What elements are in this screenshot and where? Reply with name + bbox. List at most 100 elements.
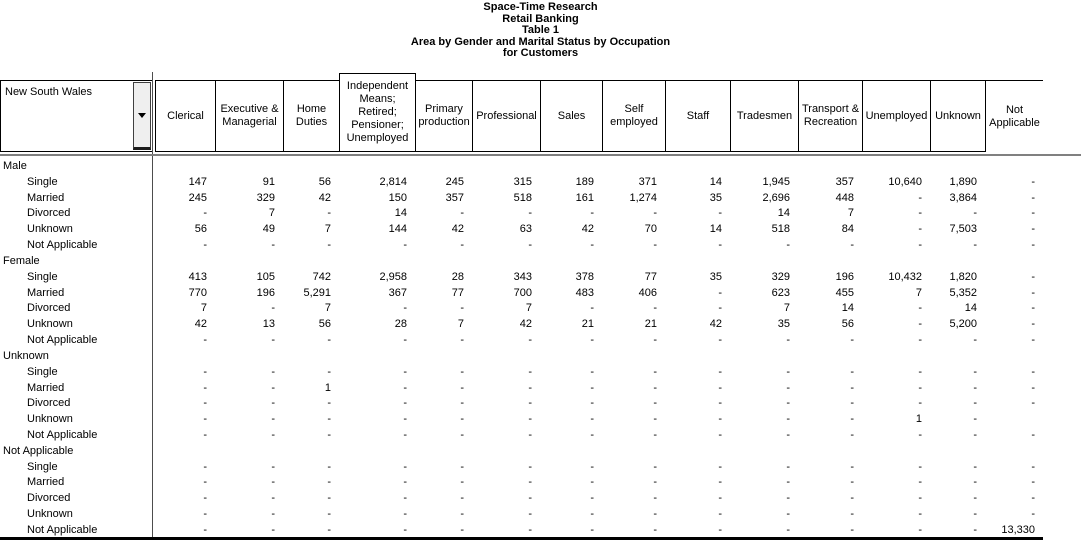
data-cell: - (973, 460, 977, 473)
data-cell: - (327, 523, 331, 536)
data-cell: - (590, 413, 594, 426)
area-selector-value[interactable]: New South Wales (5, 86, 93, 98)
column-header-unemployed[interactable]: Unemployed (862, 80, 931, 152)
data-cell: - (403, 476, 407, 489)
column-header-self-employed[interactable]: Self employed (602, 80, 666, 152)
row-label-unknown[interactable]: Unknown (27, 413, 73, 426)
row-label-not-applicable[interactable]: Not Applicable (27, 523, 98, 536)
data-cell: - (718, 508, 722, 521)
data-cell: - (1031, 334, 1035, 347)
column-header-primary-production[interactable]: Primary production (415, 80, 473, 152)
data-cell: - (850, 413, 854, 426)
data-cell: 329 (771, 270, 790, 283)
group-label-unknown[interactable]: Unknown (3, 349, 49, 362)
data-cell: - (327, 428, 331, 441)
data-cell: - (918, 191, 922, 204)
data-cell: 770 (188, 286, 207, 299)
row-label-single[interactable]: Single (27, 365, 58, 378)
row-label-single[interactable]: Single (27, 270, 58, 283)
data-cell: - (203, 207, 207, 220)
data-cell: 42 (451, 223, 464, 236)
data-cell: - (460, 508, 464, 521)
data-cell: - (403, 508, 407, 521)
data-cell: - (460, 492, 464, 505)
data-cell: - (528, 381, 532, 394)
data-cell: 7 (457, 318, 464, 331)
data-cell: 42 (318, 191, 331, 204)
data-cell: 21 (581, 318, 594, 331)
column-header-executive-managerial[interactable]: Executive & Managerial (215, 80, 284, 152)
group-label-female[interactable]: Female (3, 254, 40, 267)
group-label-male[interactable]: Male (3, 159, 27, 172)
data-cell: - (718, 334, 722, 347)
row-label-not-applicable[interactable]: Not Applicable (27, 428, 98, 441)
data-cell: 7 (525, 302, 532, 315)
data-cell: - (203, 413, 207, 426)
column-header-sales[interactable]: Sales (540, 80, 603, 152)
row-label-single[interactable]: Single (27, 175, 58, 188)
data-cell: - (850, 239, 854, 252)
data-cell: 742 (312, 270, 331, 283)
data-cell: - (918, 460, 922, 473)
data-cell: 623 (771, 286, 790, 299)
row-label-unknown[interactable]: Unknown (27, 223, 73, 236)
data-cell: - (653, 397, 657, 410)
row-label-married[interactable]: Married (27, 286, 65, 299)
data-cell: - (653, 239, 657, 252)
data-cell: - (1031, 223, 1035, 236)
header-separator-line (0, 154, 1081, 156)
table-row: Unknown - - - - - - - - - - - 1 - (0, 411, 1081, 427)
data-cell: - (786, 413, 790, 426)
row-label-divorced[interactable]: Divorced (27, 207, 71, 220)
data-cell: 147 (188, 175, 207, 188)
data-cell: 1,890 (949, 175, 977, 188)
data-cell: - (973, 523, 977, 536)
data-cell: - (653, 365, 657, 378)
data-cell: - (786, 492, 790, 505)
data-cell: - (403, 239, 407, 252)
data-cell: - (460, 460, 464, 473)
data-cell: 329 (256, 191, 275, 204)
data-cell: - (271, 508, 275, 521)
data-cell: 14 (394, 207, 407, 220)
row-label-unknown[interactable]: Unknown (27, 318, 73, 331)
table-row: Married 245 329 42 150 357 518 161 1,274 35 2,696 4… (0, 190, 1081, 206)
table-row: Single - - - - - - - - - - - - - - (0, 459, 1081, 475)
row-label-married[interactable]: Married (27, 476, 65, 489)
data-cell: 455 (835, 286, 854, 299)
column-header-home-duties[interactable]: Home Duties (283, 80, 340, 152)
row-label-married[interactable]: Married (27, 191, 65, 204)
column-header-unknown[interactable]: Unknown (930, 80, 986, 152)
data-cell: - (653, 381, 657, 394)
column-header-clerical[interactable]: Clerical (155, 80, 216, 152)
column-header-independent-means-retired-pensioner-unemployed[interactable]: Independent Means; Retired; Pensioner; U… (339, 73, 416, 152)
data-cell: - (1031, 270, 1035, 283)
column-header-staff[interactable]: Staff (665, 80, 731, 152)
data-cell: - (718, 239, 722, 252)
column-header-tradesmen[interactable]: Tradesmen (730, 80, 799, 152)
row-label-divorced[interactable]: Divorced (27, 397, 71, 410)
row-label-not-applicable[interactable]: Not Applicable (27, 334, 98, 347)
data-cell: - (1031, 302, 1035, 315)
area-selector[interactable]: New South Wales (0, 80, 153, 152)
row-label-married[interactable]: Married (27, 381, 65, 394)
row-label-divorced[interactable]: Divorced (27, 302, 71, 315)
table-row: Divorced 7 - 7 - - 7 - - - 7 14 - 14 - (0, 300, 1081, 316)
column-header-transport-recreation[interactable]: Transport & Recreation (798, 80, 863, 152)
dropdown-button[interactable] (133, 82, 151, 150)
data-cell: - (203, 239, 207, 252)
data-cell: 518 (771, 223, 790, 236)
column-header-not-applicable[interactable]: Not Applicable (985, 80, 1043, 152)
data-cell: - (327, 207, 331, 220)
column-header-professional[interactable]: Professional (472, 80, 541, 152)
data-cell: - (918, 318, 922, 331)
data-cell: 150 (388, 191, 407, 204)
data-cell: - (918, 492, 922, 505)
data-cell: - (590, 428, 594, 441)
row-label-not-applicable[interactable]: Not Applicable (27, 239, 98, 252)
row-label-single[interactable]: Single (27, 460, 58, 473)
group-label-not-applicable[interactable]: Not Applicable (3, 444, 74, 457)
row-label-divorced[interactable]: Divorced (27, 492, 71, 505)
data-cell: - (918, 334, 922, 347)
row-label-unknown[interactable]: Unknown (27, 508, 73, 521)
